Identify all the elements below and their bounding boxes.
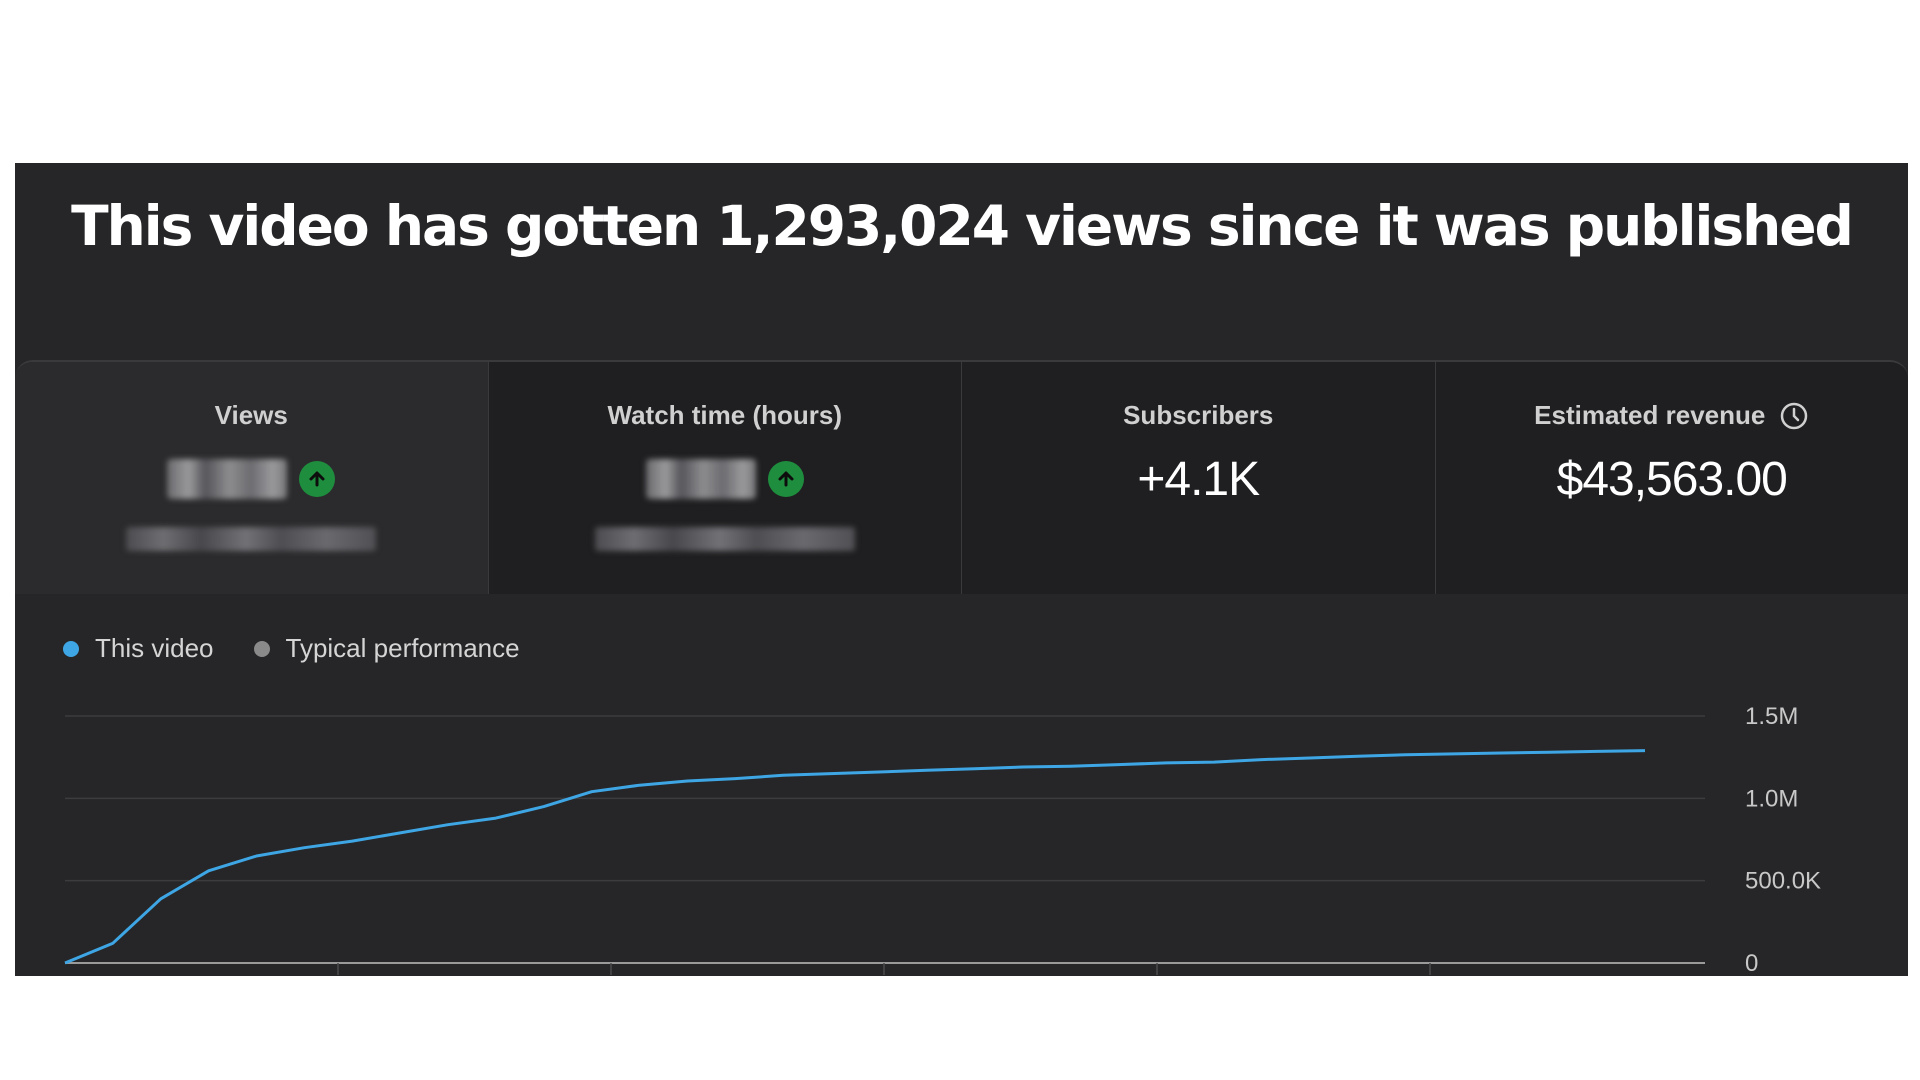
legend-item-this-video[interactable]: This video [63,633,214,664]
metric-title: Views [214,400,288,430]
metric-value: +4.1K [1137,452,1260,506]
clock-icon[interactable] [1779,401,1809,431]
arrow-up-icon [767,461,804,497]
y-tick-label: 0 [1745,950,1758,976]
chart-legend: This video Typical performance [63,633,520,664]
legend-dot [63,640,79,657]
y-tick-label: 500.0K [1745,868,1821,895]
metric-card-views[interactable]: Views [15,362,489,594]
headline: This video has gotten 1,293,024 views si… [71,194,1854,258]
obscured-subtext [594,527,855,551]
y-tick-label: 1.0M [1745,785,1798,812]
legend-label: Typical performance [285,633,520,663]
legend-label: This video [95,633,214,663]
metric-card-subscribers[interactable]: Subscribers +4.1K [962,362,1436,594]
metric-cards: Views Watch time (hours) Subscribers [15,360,1908,594]
metric-title: Watch time (hours) [607,400,842,430]
analytics-panel: This video has gotten 1,293,024 views si… [15,163,1908,976]
metric-value: $43,563.00 [1556,452,1788,506]
metric-title-row: Estimated revenue [1534,400,1809,431]
legend-item-typical-performance[interactable]: Typical performance [253,633,520,664]
metric-title: Estimated revenue [1534,400,1766,430]
obscured-value [645,459,756,499]
legend-dot [253,640,270,657]
y-tick-label: 1.5M [1745,703,1798,730]
metric-card-watch-time[interactable]: Watch time (hours) [489,362,962,594]
obscured-subtext [126,527,377,551]
arrow-up-icon [299,461,336,497]
metric-card-estimated-revenue[interactable]: Estimated revenue $43,563.00 [1436,362,1909,594]
series-line-this-video[interactable] [64,749,1646,965]
obscured-value [167,459,288,499]
metric-title: Subscribers [1123,400,1274,430]
